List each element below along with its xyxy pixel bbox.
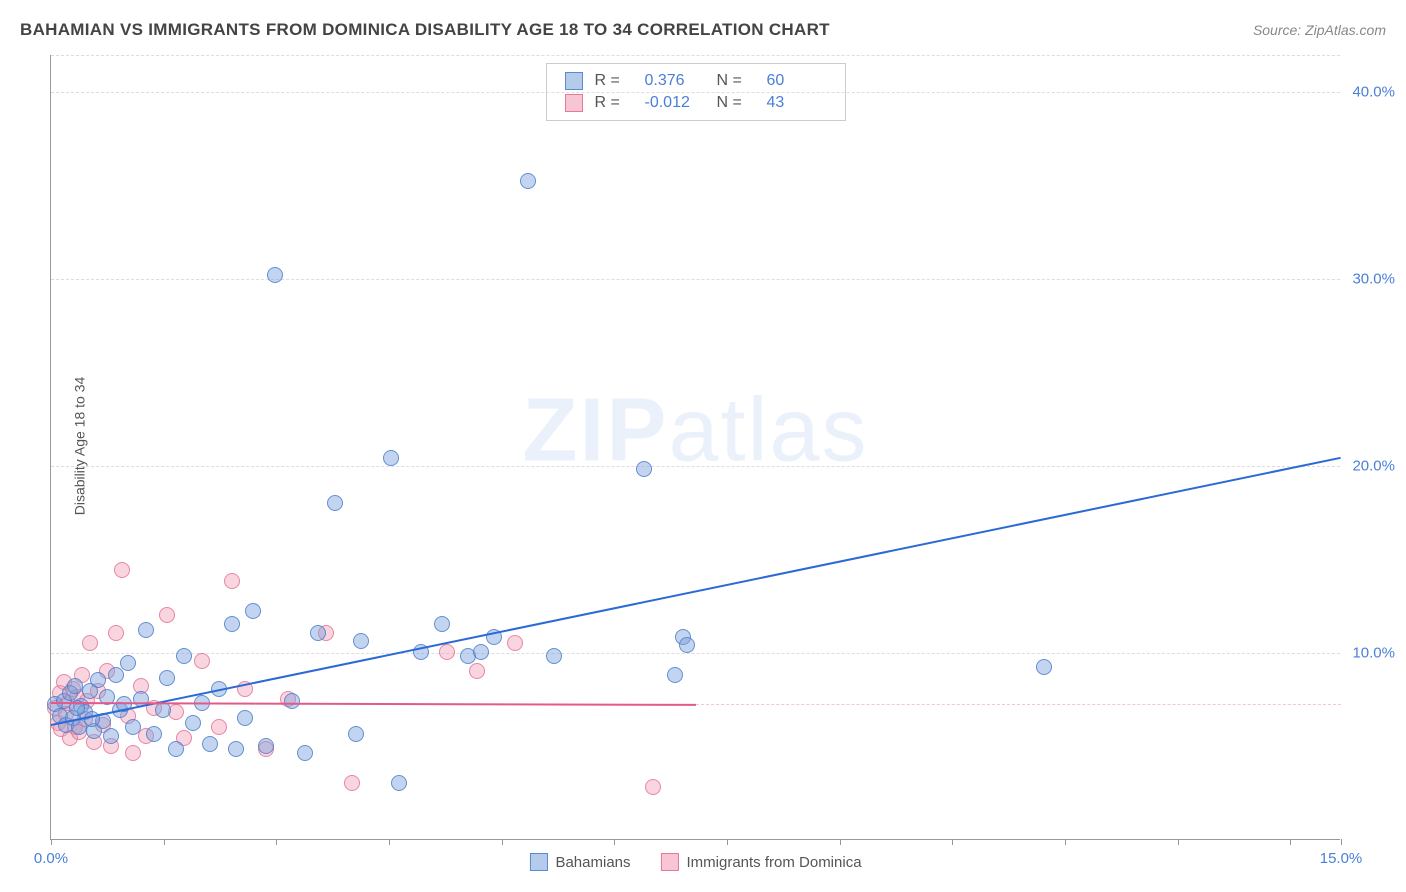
scatter-point-pink <box>469 663 485 679</box>
scatter-point-blue <box>90 672 106 688</box>
x-tick-label: 15.0% <box>1320 850 1363 867</box>
trend-line-dashed <box>696 704 1341 705</box>
scatter-point-pink <box>108 625 124 641</box>
x-tick-mark <box>1065 839 1066 845</box>
scatter-point-pink <box>125 745 141 761</box>
y-tick-label: 20.0% <box>1352 458 1395 475</box>
scatter-point-blue <box>310 625 326 641</box>
scatter-point-blue <box>176 648 192 664</box>
scatter-point-blue <box>546 648 562 664</box>
scatter-point-blue <box>67 678 83 694</box>
scatter-point-blue <box>520 173 536 189</box>
y-tick-label: 30.0% <box>1352 271 1395 288</box>
scatter-point-pink <box>439 644 455 660</box>
scatter-point-blue <box>327 495 343 511</box>
scatter-point-pink <box>645 779 661 795</box>
scatter-point-pink <box>211 719 227 735</box>
scatter-point-blue <box>383 450 399 466</box>
x-tick-mark <box>840 839 841 845</box>
scatter-point-blue <box>1036 659 1052 675</box>
x-tick-label: 0.0% <box>34 850 68 867</box>
scatter-point-blue <box>120 655 136 671</box>
x-tick-mark <box>1290 839 1291 845</box>
scatter-point-blue <box>228 741 244 757</box>
scatter-point-pink <box>224 573 240 589</box>
scatter-point-blue <box>667 667 683 683</box>
scatter-point-blue <box>258 738 274 754</box>
scatter-point-blue <box>284 693 300 709</box>
x-tick-mark <box>1341 839 1342 845</box>
x-tick-mark <box>164 839 165 845</box>
scatter-point-blue <box>636 461 652 477</box>
scatter-point-blue <box>297 745 313 761</box>
gridline-h <box>51 55 1340 56</box>
scatter-point-blue <box>138 622 154 638</box>
scatter-point-blue <box>224 616 240 632</box>
x-tick-mark <box>614 839 615 845</box>
scatter-point-blue <box>391 775 407 791</box>
scatter-point-blue <box>348 726 364 742</box>
source-label: Source: ZipAtlas.com <box>1253 22 1386 38</box>
x-tick-mark <box>1178 839 1179 845</box>
scatter-point-pink <box>159 607 175 623</box>
gridline-h <box>51 653 1340 654</box>
scatter-point-blue <box>159 670 175 686</box>
scatter-point-pink <box>114 562 130 578</box>
trend-line <box>51 457 1341 726</box>
legend-row-blue: R = 0.376 N = 60 <box>565 70 827 92</box>
gridline-h <box>51 92 1340 93</box>
scatter-plot-area: ZIPatlas R = 0.376 N = 60 R = -0.012 N =… <box>50 55 1340 840</box>
x-tick-mark <box>502 839 503 845</box>
scatter-point-pink <box>194 653 210 669</box>
scatter-point-blue <box>202 736 218 752</box>
x-tick-mark <box>727 839 728 845</box>
scatter-point-blue <box>473 644 489 660</box>
legend-item-blue: Bahamians <box>529 853 630 871</box>
legend-swatch-blue <box>565 72 583 90</box>
scatter-point-pink <box>344 775 360 791</box>
gridline-h <box>51 279 1340 280</box>
scatter-point-pink <box>507 635 523 651</box>
x-tick-mark <box>389 839 390 845</box>
chart-title: BAHAMIAN VS IMMIGRANTS FROM DOMINICA DIS… <box>20 20 830 40</box>
gridline-h <box>51 466 1340 467</box>
y-tick-label: 10.0% <box>1352 645 1395 662</box>
scatter-point-blue <box>108 667 124 683</box>
scatter-point-blue <box>103 728 119 744</box>
scatter-point-blue <box>125 719 141 735</box>
scatter-point-pink <box>82 635 98 651</box>
x-tick-mark <box>952 839 953 845</box>
scatter-point-blue <box>237 710 253 726</box>
scatter-point-blue <box>185 715 201 731</box>
watermark: ZIPatlas <box>522 380 868 483</box>
x-tick-mark <box>276 839 277 845</box>
series-legend: Bahamians Immigrants from Dominica <box>529 853 861 871</box>
legend-item-pink: Immigrants from Dominica <box>661 853 862 871</box>
scatter-point-blue <box>353 633 369 649</box>
scatter-point-blue <box>155 702 171 718</box>
scatter-point-blue <box>245 603 261 619</box>
legend-swatch-blue-icon <box>529 853 547 871</box>
y-tick-label: 40.0% <box>1352 84 1395 101</box>
legend-swatch-pink <box>565 94 583 112</box>
legend-row-pink: R = -0.012 N = 43 <box>565 92 827 114</box>
scatter-point-blue <box>267 267 283 283</box>
scatter-point-blue <box>679 637 695 653</box>
scatter-point-blue <box>146 726 162 742</box>
legend-swatch-pink-icon <box>661 853 679 871</box>
scatter-point-blue <box>168 741 184 757</box>
x-tick-mark <box>51 839 52 845</box>
scatter-point-blue <box>434 616 450 632</box>
